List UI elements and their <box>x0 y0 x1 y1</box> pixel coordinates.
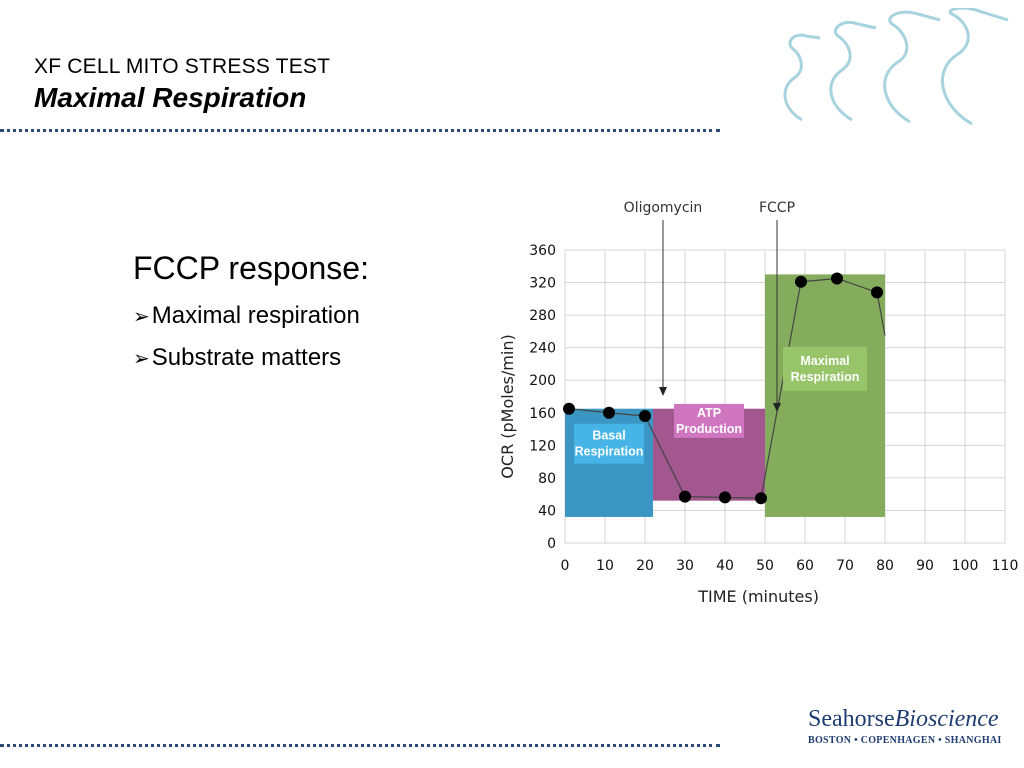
data-point <box>679 490 691 503</box>
annotation-arrowhead <box>773 403 781 412</box>
region-label: Basal <box>592 429 625 443</box>
annotation-label: Oligomycin <box>624 200 703 216</box>
x-tick-label: 110 <box>992 558 1019 574</box>
x-tick-label: 0 <box>561 558 570 574</box>
page-title: Maximal Respiration <box>34 82 307 113</box>
y-tick-label: 120 <box>529 438 556 454</box>
ocr-chart: Basal Respiration ATP Production Maximal Resp… <box>498 200 1019 606</box>
y-tick-label: 40 <box>538 503 556 519</box>
brand-name-part1: Seahorse <box>808 706 895 732</box>
x-tick-label: 40 <box>716 558 734 574</box>
region-label-box <box>574 423 644 464</box>
x-tick-label: 80 <box>876 558 894 574</box>
y-tick-label: 160 <box>529 406 556 422</box>
y-tick-label: 280 <box>529 308 556 324</box>
bullet-text: Maximal respiration <box>151 302 360 329</box>
annotation-label: FCCP <box>759 200 795 216</box>
y-tick-label: 240 <box>529 341 556 357</box>
x-tick-label: 20 <box>636 558 654 574</box>
y-tick-label: 360 <box>529 243 556 259</box>
x-tick-label: 70 <box>836 558 854 574</box>
y-tick-label: 80 <box>538 471 556 487</box>
x-tick-label: 100 <box>952 558 979 574</box>
x-tick-label: 50 <box>756 558 774 574</box>
x-axis-label: TIME (minutes) <box>697 587 819 606</box>
brand-locations: BOSTON • COPENHAGEN • SHANGHAI <box>808 735 1002 746</box>
y-tick-label: 320 <box>529 276 556 292</box>
x-tick-label: 60 <box>796 558 814 574</box>
annotation-arrowhead <box>659 387 667 396</box>
x-tick-label: 90 <box>916 558 934 574</box>
y-tick-label: 200 <box>529 373 556 389</box>
data-point <box>795 275 807 288</box>
region-label: Production <box>676 422 742 436</box>
region-label: Respiration <box>575 445 644 459</box>
region-label: Maximal <box>800 354 849 368</box>
region-label: ATP <box>697 406 721 420</box>
y-tick-label: 0 <box>547 536 556 552</box>
data-point <box>719 491 731 504</box>
data-point <box>871 286 883 299</box>
region-label-box <box>674 403 744 438</box>
bullet-item: ➢Substrate matters <box>133 344 341 372</box>
series-line <box>568 277 886 499</box>
data-point <box>603 406 615 419</box>
bullet-item: ➢Maximal respiration <box>133 302 360 330</box>
region-band <box>765 274 885 517</box>
data-point <box>831 272 843 285</box>
brand-logo: SeahorseBioscience BOSTON • COPENHAGEN •… <box>808 706 1008 746</box>
divider-bottom <box>0 744 720 747</box>
header-subtitle: XF CELL MITO STRESS TEST <box>34 55 331 78</box>
region-label-box <box>783 346 867 391</box>
x-tick-label: 30 <box>676 558 694 574</box>
bullet-text: Substrate matters <box>151 344 342 371</box>
seahorse-logo-art <box>783 8 1009 126</box>
divider-top <box>0 129 720 132</box>
fccp-heading: FCCP response: <box>133 250 369 286</box>
arrow-bullet-icon: ➢ <box>133 348 150 370</box>
arrow-bullet-icon: ➢ <box>133 306 150 328</box>
region-label: Respiration <box>791 370 860 384</box>
y-axis-label: OCR (pMoles/min) <box>498 334 517 478</box>
data-point <box>639 410 651 423</box>
data-point <box>563 402 575 415</box>
x-tick-label: 10 <box>596 558 614 574</box>
brand-name-part2: Bioscience <box>894 706 999 732</box>
data-point <box>755 492 767 505</box>
